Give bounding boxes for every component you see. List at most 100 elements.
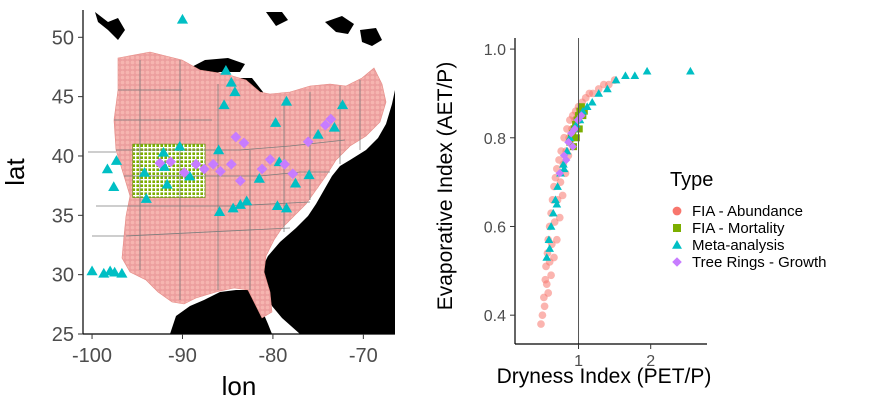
map-meta-analysis-point bbox=[86, 265, 98, 276]
legend-title: Type bbox=[670, 169, 713, 191]
legend-label: FIA - Abundance bbox=[692, 203, 803, 220]
map-x-tick-label: -80 bbox=[258, 345, 287, 367]
scatter-fia-abundance-point bbox=[553, 235, 561, 244]
scatter-fia-abundance-point bbox=[537, 320, 545, 328]
map-meta-analysis-point bbox=[280, 202, 293, 213]
scatter-meta-analysis-point bbox=[551, 195, 560, 204]
scatter-meta-analysis-point bbox=[545, 244, 554, 252]
scatter-meta-analysis-point bbox=[548, 208, 558, 217]
legend-key bbox=[672, 206, 682, 216]
map-panel: 25 30 35 40 45 50 -100 -90 -80 -70 lon lat bbox=[0, 10, 395, 401]
scatter-meta-analysis-point bbox=[587, 97, 597, 106]
map-tree-rings-point bbox=[215, 166, 226, 177]
map-tree-rings-point bbox=[230, 131, 242, 143]
scatter-tree-rings-point bbox=[570, 124, 580, 134]
scatter-tree-rings-point bbox=[562, 155, 571, 165]
map-meta-analysis-point bbox=[110, 155, 123, 165]
map-points bbox=[86, 13, 349, 278]
map-tree-rings-point bbox=[302, 136, 314, 148]
map-x-ticks: -100 -90 -80 -70 bbox=[72, 334, 378, 367]
scatter-fia-abundance-point bbox=[550, 218, 559, 226]
map-tree-rings-point bbox=[264, 154, 276, 165]
scatter-meta-analysis-point bbox=[544, 235, 554, 244]
map-meta-analysis-point bbox=[101, 163, 113, 174]
scatter-x-tick-label: 1 bbox=[574, 353, 583, 370]
map-meta-analysis-point bbox=[270, 117, 282, 127]
map-tree-rings-point bbox=[238, 137, 250, 149]
legend-label: FIA - Mortality bbox=[692, 220, 785, 237]
map-plot-area bbox=[83, 10, 395, 334]
map-meta-analysis-point bbox=[176, 13, 189, 24]
map-x-axis-title: lon bbox=[222, 371, 257, 401]
scatter-fia-abundance-point bbox=[550, 253, 558, 262]
map-meta-analysis-point bbox=[225, 76, 237, 87]
scatter-tree-rings-point bbox=[559, 151, 569, 160]
scatter-y-tick-label: 1.0 bbox=[484, 42, 506, 59]
legend-label: Tree Rings - Growth bbox=[692, 254, 826, 271]
map-meta-analysis-point bbox=[220, 64, 232, 75]
scatter-fia-abundance-point bbox=[555, 213, 564, 222]
scatter-points bbox=[537, 66, 695, 328]
map-tree-rings-point bbox=[279, 158, 291, 170]
map-meta-analysis-point bbox=[336, 99, 349, 110]
scatter-meta-analysis-point bbox=[553, 182, 562, 190]
scatter-meta-analysis-point bbox=[582, 102, 592, 110]
map-x-tick-label: -100 bbox=[72, 345, 112, 367]
map-meta-analysis-point bbox=[158, 161, 170, 171]
scatter-meta-analysis-point bbox=[559, 164, 569, 173]
gulf-of-mexico bbox=[170, 290, 272, 334]
legend-key bbox=[673, 224, 681, 232]
scatter-meta-analysis-point bbox=[559, 160, 568, 168]
scatter-fia-abundance-point bbox=[544, 289, 553, 297]
scatter-fia-abundance-point bbox=[594, 85, 603, 93]
map-y-tick-label: 35 bbox=[52, 205, 74, 227]
map-tree-rings-point bbox=[190, 158, 202, 170]
map-tree-rings-point bbox=[287, 168, 299, 180]
map-meta-analysis-point bbox=[280, 95, 293, 106]
scatter-tree-rings-point bbox=[577, 111, 586, 120]
scatter-fia-mortality-point bbox=[575, 125, 583, 133]
northern-islands bbox=[95, 12, 382, 46]
atlantic-ocean bbox=[262, 10, 395, 334]
map-tree-rings-point bbox=[256, 163, 268, 175]
scatter-meta-analysis-point bbox=[686, 66, 695, 75]
map-x-tick-label: -70 bbox=[349, 345, 378, 367]
scatter-meta-analysis-point bbox=[630, 71, 640, 79]
scatter-fia-abundance-point bbox=[538, 311, 547, 320]
scatter-fia-abundance-point bbox=[542, 280, 551, 288]
map-meta-analysis-point bbox=[109, 266, 121, 277]
map-tree-rings-point bbox=[325, 113, 337, 125]
map-tree-rings-point bbox=[207, 158, 219, 170]
scatter-meta-analysis-point bbox=[642, 66, 652, 75]
map-meta-analysis-point bbox=[213, 206, 226, 216]
map-tree-rings-point bbox=[319, 119, 331, 131]
scatter-y-axis-title: Evaporative Index (AET/P) bbox=[434, 62, 457, 311]
scatter-meta-analysis-point bbox=[603, 84, 612, 93]
scatter-meta-analysis-point bbox=[542, 253, 552, 261]
legend-label: Meta-analysis bbox=[692, 237, 785, 254]
map-y-tick-label: 50 bbox=[52, 27, 74, 49]
map-y-axis-title: lat bbox=[0, 157, 30, 185]
map-y-tick-label: 30 bbox=[52, 265, 74, 287]
scatter-fia-abundance-point bbox=[558, 191, 567, 200]
scatter-tree-rings-point bbox=[555, 169, 564, 178]
scatter-y-tick-label: 0.8 bbox=[484, 131, 506, 148]
map-tree-rings-point bbox=[198, 163, 210, 175]
scatter-x-tick-label: 2 bbox=[646, 353, 655, 370]
map-tree-rings-point bbox=[154, 157, 166, 169]
map-meta-analysis-point bbox=[234, 199, 246, 209]
map-meta-analysis-point bbox=[303, 169, 315, 180]
scatter-fia-abundance-point bbox=[547, 271, 555, 280]
map-meta-analysis-point bbox=[213, 144, 225, 155]
map-tree-rings-point bbox=[225, 158, 237, 170]
scatter-meta-analysis-point bbox=[621, 71, 630, 79]
map-y-tick-label: 40 bbox=[52, 146, 74, 168]
scatter-meta-analysis-point bbox=[546, 222, 556, 230]
map-meta-analysis-point bbox=[312, 129, 324, 139]
map-meta-analysis-point bbox=[241, 195, 253, 206]
scatter-x-axis-title: Dryness Index (PET/P) bbox=[497, 365, 712, 388]
